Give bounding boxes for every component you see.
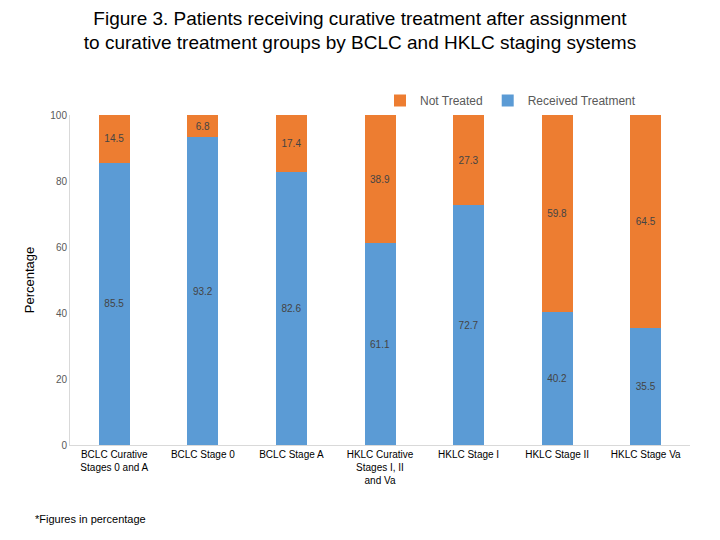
svg-text:82.6: 82.6 (281, 303, 301, 314)
svg-text:HKLC Stage II: HKLC Stage II (525, 449, 589, 460)
svg-text:HKLC Stage Va: HKLC Stage Va (611, 449, 681, 460)
svg-text:BCLC CurativeStages 0 and A: BCLC CurativeStages 0 and A (80, 449, 148, 473)
svg-text:61.1: 61.1 (370, 339, 390, 350)
svg-text:Percentage: Percentage (22, 247, 37, 314)
svg-text:59.8: 59.8 (547, 208, 567, 219)
svg-text:17.4: 17.4 (281, 138, 301, 149)
svg-text:20: 20 (56, 374, 68, 385)
svg-text:0: 0 (61, 440, 67, 451)
svg-text:6.8: 6.8 (196, 121, 210, 132)
svg-text:27.3: 27.3 (459, 155, 479, 166)
svg-text:BCLC Stage 0: BCLC Stage 0 (171, 449, 235, 460)
svg-text:Not Treated: Not Treated (420, 94, 483, 108)
svg-text:80: 80 (56, 176, 68, 187)
svg-text:HKLC Stage I: HKLC Stage I (438, 449, 499, 460)
svg-text:HKLC CurativeStages I, IIand V: HKLC CurativeStages I, IIand Va (347, 449, 414, 486)
svg-text:40: 40 (56, 308, 68, 319)
svg-text:72.7: 72.7 (459, 320, 479, 331)
svg-text:*Figures in percentage: *Figures in percentage (35, 513, 146, 525)
svg-text:Figure 3. Patients receiving c: Figure 3. Patients receiving curative tr… (84, 8, 636, 54)
svg-text:40.2: 40.2 (547, 373, 567, 384)
svg-text:93.2: 93.2 (193, 286, 213, 297)
svg-text:85.5: 85.5 (104, 298, 124, 309)
svg-text:Received Treatment: Received Treatment (528, 94, 636, 108)
svg-text:14.5: 14.5 (104, 133, 124, 144)
svg-text:100: 100 (50, 110, 67, 121)
svg-text:64.5: 64.5 (636, 216, 656, 227)
svg-text:60: 60 (56, 242, 68, 253)
svg-text:BCLC Stage A: BCLC Stage A (259, 449, 324, 460)
svg-text:38.9: 38.9 (370, 174, 390, 185)
svg-text:35.5: 35.5 (636, 381, 656, 392)
